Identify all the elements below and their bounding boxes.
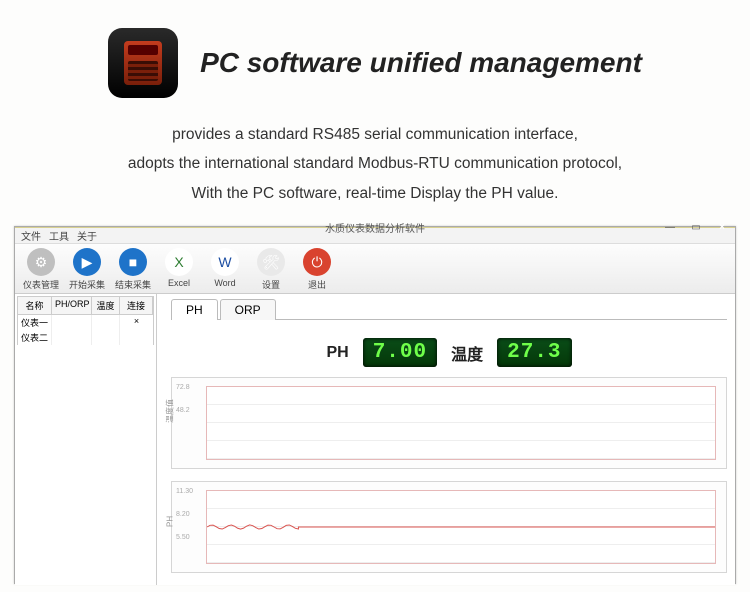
- toolbar-btn-1[interactable]: ▶ 开始采集: [67, 248, 107, 291]
- toolbar-label: 仪表管理: [23, 278, 59, 291]
- table-row[interactable]: 仪表二: [17, 330, 154, 345]
- toolbar-btn-6[interactable]: ⏻ 退出: [297, 248, 337, 291]
- toolbar-btn-4[interactable]: W Word: [205, 248, 245, 288]
- toolbar-btn-2[interactable]: ■ 结束采集: [113, 248, 153, 291]
- chart2-plot: [206, 490, 716, 564]
- temp-label: 温度: [451, 341, 483, 365]
- menu-about[interactable]: 关于: [77, 228, 97, 243]
- toolbar-label: Excel: [168, 278, 190, 288]
- col-name: 名称: [18, 297, 52, 314]
- app-window: 水质仪表数据分析软件 — ▭ × 文件 工具 关于 ⚙ 仪表管理 ▶ 开始采集 ■ 结束采…: [14, 226, 736, 584]
- toolbar-label: Word: [214, 278, 235, 288]
- tab-ph[interactable]: PH: [171, 299, 218, 320]
- ph-value-display: 7.00: [363, 338, 437, 367]
- app-icon: [108, 28, 178, 98]
- menu-file[interactable]: 文件: [21, 228, 41, 243]
- table-row[interactable]: 仪表一×: [17, 315, 154, 330]
- toolbar-label: 结束采集: [115, 278, 151, 291]
- toolbar-icon: ⚙: [27, 248, 55, 276]
- temp-value-display: 27.3: [497, 338, 571, 367]
- menu-tools[interactable]: 工具: [49, 228, 69, 243]
- toolbar-icon: X: [165, 248, 193, 276]
- sidebar: 名称 PH/ORP 温度 连接 仪表一×仪表二: [15, 294, 157, 585]
- hero-row: PC software unified management: [108, 28, 642, 98]
- toolbar: ⚙ 仪表管理 ▶ 开始采集 ■ 结束采集 X Excel W Word 🛠 设置 ⏻ 退出: [15, 244, 735, 294]
- desc-line-3: With the PC software, real-time Display …: [128, 179, 622, 208]
- chart2-yticks: 11.30 8.20 5.50: [176, 488, 193, 541]
- toolbar-label: 设置: [262, 278, 280, 291]
- col-temp: 温度: [92, 297, 120, 314]
- readout-row: PH 7.00 温度 27.3: [171, 338, 727, 367]
- body-area: 名称 PH/ORP 温度 连接 仪表一×仪表二 PH ORP PH 7.00 温…: [15, 294, 735, 585]
- ph-label: PH: [326, 344, 348, 362]
- titlebar[interactable]: 水质仪表数据分析软件 — ▭ ×: [15, 227, 735, 228]
- toolbar-icon: ■: [119, 248, 147, 276]
- chart1-yticks: 72.8 48.2: [176, 384, 190, 414]
- chart1-plot: [206, 386, 716, 460]
- hero-description: provides a standard RS485 serial communi…: [128, 120, 622, 208]
- toolbar-icon: W: [211, 248, 239, 276]
- toolbar-btn-0[interactable]: ⚙ 仪表管理: [21, 248, 61, 291]
- main-panel: PH ORP PH 7.00 温度 27.3 72.8 48.2 温度值: [157, 294, 735, 585]
- toolbar-btn-5[interactable]: 🛠 设置: [251, 248, 291, 291]
- tab-orp[interactable]: ORP: [220, 299, 276, 320]
- chart2-axis-title: PH: [166, 516, 175, 527]
- grid-header: 名称 PH/ORP 温度 连接: [17, 296, 154, 315]
- toolbar-icon: 🛠: [257, 248, 285, 276]
- toolbar-label: 开始采集: [69, 278, 105, 291]
- ph-chart: 11.30 8.20 5.50 PH: [171, 481, 727, 573]
- toolbar-label: 退出: [308, 278, 326, 291]
- window-title: 水质仪表数据分析软件: [325, 220, 425, 235]
- hero-title: PC software unified management: [200, 47, 642, 79]
- toolbar-icon: ⏻: [303, 248, 331, 276]
- col-conn: 连接: [120, 297, 153, 314]
- col-phorp: PH/ORP: [52, 297, 92, 314]
- desc-line-2: adopts the international standard Modbus…: [128, 149, 622, 178]
- chart1-axis-title: 温度值: [165, 399, 176, 423]
- tabstrip: PH ORP: [171, 298, 727, 320]
- toolbar-btn-3[interactable]: X Excel: [159, 248, 199, 288]
- toolbar-icon: ▶: [73, 248, 101, 276]
- ph-wave-line: [207, 491, 715, 563]
- temperature-chart: 72.8 48.2 温度值: [171, 377, 727, 469]
- hero-section: PC software unified management provides …: [0, 0, 750, 208]
- desc-line-1: provides a standard RS485 serial communi…: [128, 120, 622, 149]
